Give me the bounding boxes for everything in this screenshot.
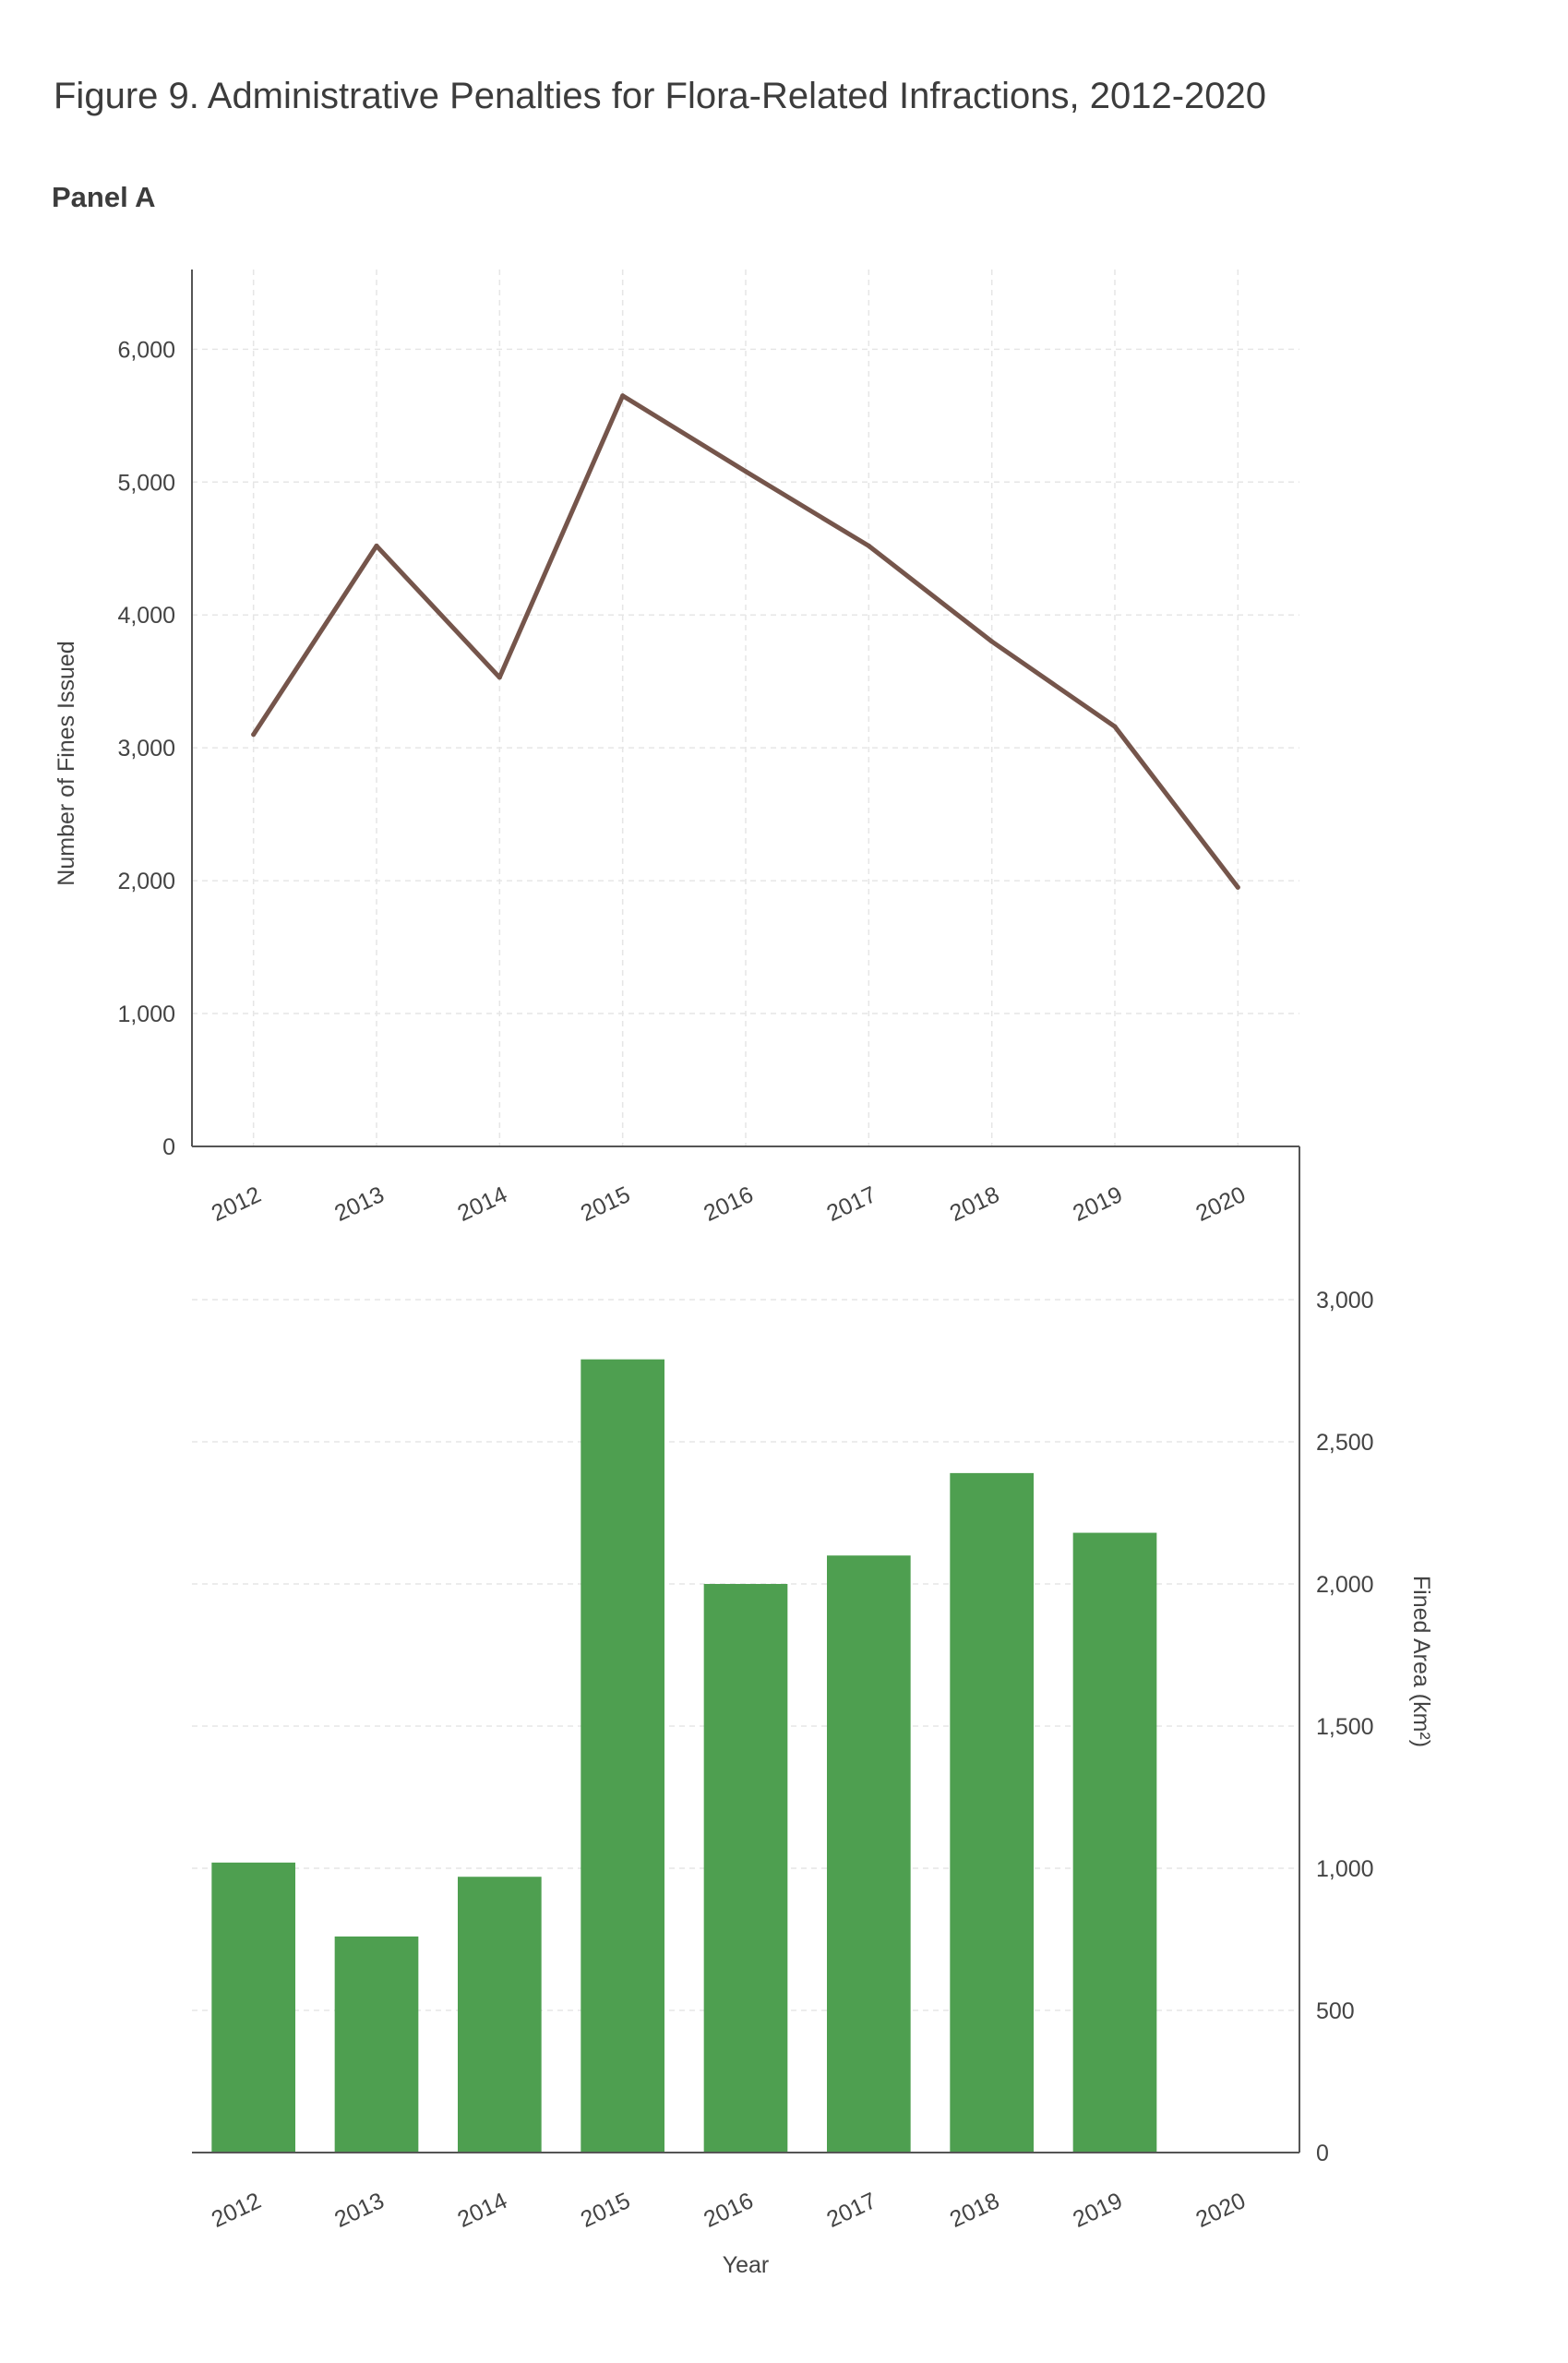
x-tick-label: 2016 <box>700 2188 757 2233</box>
x-tick-label: 2014 <box>454 2188 511 2233</box>
bar-2012 <box>211 1862 295 2153</box>
y-tick-label: 1,000 <box>1316 1856 1374 1882</box>
x-tick-label: 2020 <box>1192 1182 1250 1227</box>
y-tick-label: 4,000 <box>117 603 175 629</box>
bar-2018 <box>950 1472 1034 2153</box>
y-tick-label: 2,500 <box>1316 1430 1374 1456</box>
y-tick-label: 1,500 <box>1316 1714 1374 1740</box>
y-axis-title: Number of Fines Issued <box>54 641 79 885</box>
x-tick-label: 2018 <box>946 1182 1003 1227</box>
x-tick-label: 2015 <box>577 1182 634 1227</box>
y-axis-title-right: Fined Area (km²) <box>1408 1576 1434 1747</box>
y-tick-label: 3,000 <box>117 736 175 762</box>
fines-line-chart: 0 1,000 2,000 3,000 4,000 5,000 6,000 2012 2013 2… <box>54 270 1299 1227</box>
x-tick-label: 2019 <box>1069 2188 1126 2233</box>
fines-data-point <box>1112 724 1118 729</box>
y-tick-label: 5,000 <box>117 470 175 496</box>
fines-data-point <box>497 675 502 680</box>
fines-data-point <box>866 543 871 548</box>
x-tick-label: 2013 <box>330 1182 388 1227</box>
x-tick-label: 2020 <box>1192 2188 1250 2233</box>
x-tick-label: 2016 <box>700 1182 757 1227</box>
y-tick-label: 2,000 <box>117 869 175 894</box>
y-tick-label: 2,000 <box>1316 1572 1374 1598</box>
x-tick-label: 2017 <box>823 1182 880 1227</box>
x-tick-label: 2012 <box>208 1182 265 1227</box>
x-axis-title: Year <box>723 2252 770 2278</box>
x-tick-label: 2018 <box>946 2188 1003 2233</box>
fines-data-point <box>620 393 626 399</box>
bar-2015 <box>581 1359 664 2153</box>
y-tick-label: 0 <box>1316 2141 1329 2166</box>
bar-2014 <box>458 1877 542 2153</box>
x-tick-label: 2013 <box>330 2188 388 2233</box>
x-tick-label: 2017 <box>823 2188 880 2233</box>
fines-data-point <box>743 469 748 474</box>
y-tick-label: 3,000 <box>1316 1288 1374 1313</box>
bar-2017 <box>827 1555 911 2153</box>
bar-2013 <box>334 1936 419 2153</box>
panel-label: Panel A <box>52 181 156 213</box>
fines-data-point <box>989 639 995 644</box>
bar-2016 <box>703 1584 788 2153</box>
fines-data-point <box>251 732 257 738</box>
fines-data-point <box>1235 884 1240 890</box>
x-tick-label: 2015 <box>577 2188 634 2233</box>
y-tick-label: 6,000 <box>117 337 175 363</box>
fined-area-bar-chart: 0 500 1,000 1,500 2,000 2,500 3,000 2012 2013 201… <box>192 1146 1434 2278</box>
figure-title: Figure 9. Administrative Penalties for F… <box>54 76 1267 116</box>
y-tick-label: 500 <box>1316 1998 1355 2024</box>
y-tick-label: 1,000 <box>117 1002 175 1027</box>
x-tick-label: 2014 <box>454 1182 511 1227</box>
x-tick-label: 2019 <box>1069 1182 1126 1227</box>
fines-data-point <box>374 543 379 548</box>
x-tick-label: 2012 <box>208 2188 265 2233</box>
y-tick-label: 0 <box>162 1134 175 1160</box>
bar-2019 <box>1072 1532 1157 2153</box>
